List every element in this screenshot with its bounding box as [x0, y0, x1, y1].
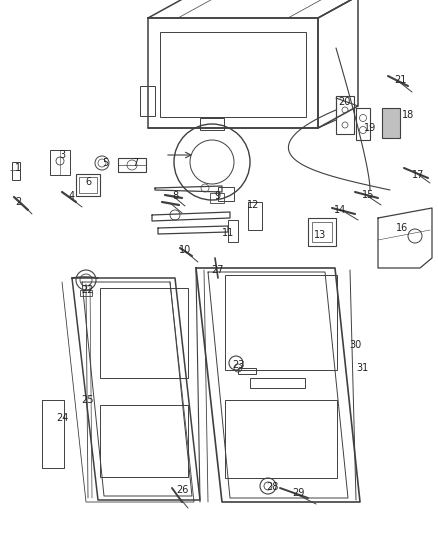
Bar — [382, 108, 400, 138]
Text: 21: 21 — [394, 75, 406, 85]
Text: 5: 5 — [102, 158, 108, 168]
Bar — [200, 118, 224, 130]
Text: 6: 6 — [85, 177, 91, 187]
Text: 4: 4 — [69, 191, 75, 201]
Text: 10: 10 — [179, 245, 191, 255]
Bar — [12, 162, 20, 180]
Text: 28: 28 — [266, 482, 278, 492]
Bar — [308, 218, 336, 246]
Bar — [312, 222, 332, 242]
Bar — [228, 220, 238, 242]
Text: 18: 18 — [402, 110, 414, 120]
Text: 13: 13 — [314, 230, 326, 240]
Text: 1: 1 — [15, 163, 21, 173]
Bar — [218, 187, 234, 201]
Bar — [80, 290, 92, 296]
Text: 29: 29 — [292, 488, 304, 498]
Text: 7: 7 — [132, 158, 138, 168]
Text: 22: 22 — [82, 285, 94, 295]
Bar — [76, 174, 100, 196]
Text: 26: 26 — [176, 485, 188, 495]
Text: 16: 16 — [396, 223, 408, 233]
Bar — [250, 378, 305, 388]
Bar — [336, 96, 354, 134]
Text: 24: 24 — [56, 413, 68, 423]
Text: 8: 8 — [172, 191, 178, 201]
Bar — [210, 193, 224, 203]
Bar — [238, 368, 256, 374]
Bar — [118, 158, 146, 172]
Bar — [160, 32, 306, 117]
Bar — [79, 177, 97, 193]
Text: 25: 25 — [82, 395, 94, 405]
Bar — [140, 86, 155, 116]
Text: 12: 12 — [247, 200, 259, 210]
Text: 9: 9 — [214, 191, 220, 201]
Text: 23: 23 — [232, 360, 244, 370]
Bar — [100, 405, 188, 477]
Text: 11: 11 — [222, 228, 234, 238]
Text: 31: 31 — [356, 363, 368, 373]
Bar — [50, 150, 70, 175]
Text: 17: 17 — [412, 170, 424, 180]
Text: 27: 27 — [212, 265, 224, 275]
Text: 19: 19 — [364, 123, 376, 133]
Bar — [225, 275, 337, 370]
Text: 20: 20 — [338, 97, 350, 107]
Bar — [225, 400, 337, 478]
Text: 15: 15 — [362, 190, 374, 200]
Bar — [356, 108, 370, 140]
Text: 14: 14 — [334, 205, 346, 215]
Text: 30: 30 — [349, 340, 361, 350]
Bar — [248, 202, 262, 230]
Text: 2: 2 — [15, 197, 21, 207]
Bar — [100, 288, 188, 378]
Text: 3: 3 — [59, 150, 65, 160]
